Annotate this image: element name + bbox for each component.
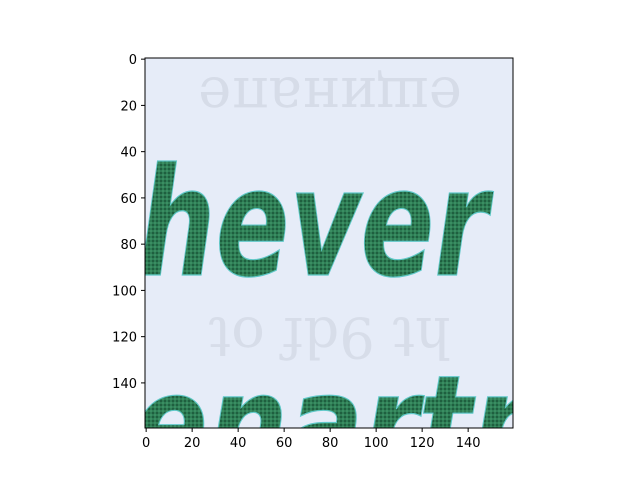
- x-tick-label: 120: [410, 436, 435, 451]
- image-word-bottom: enartn: [132, 347, 552, 480]
- x-tick-label: 100: [364, 436, 389, 451]
- image-word-hever: hever: [138, 137, 494, 311]
- x-tick-label: 60: [276, 436, 293, 451]
- x-tick-label: 140: [456, 436, 481, 451]
- y-tick-label: 80: [120, 238, 137, 253]
- y-tick-label: 60: [120, 192, 137, 207]
- y-axis: 0 20 40 60 80 100 120 140: [112, 53, 145, 392]
- x-tick-label: 0: [142, 436, 150, 451]
- bleed-through-text-top: ещинапе: [198, 64, 462, 129]
- plot-area: ещинапе ht 9df ot hever enartn: [132, 58, 552, 480]
- y-tick-label: 40: [120, 146, 137, 161]
- y-tick-label: 120: [112, 331, 137, 346]
- x-tick-label: 20: [184, 436, 201, 451]
- y-tick-label: 0: [129, 53, 137, 68]
- x-tick-label: 40: [230, 436, 247, 451]
- y-tick-label: 100: [112, 284, 137, 299]
- x-tick-label: 80: [322, 436, 339, 451]
- y-tick-label: 140: [112, 377, 137, 392]
- x-axis: 0 20 40 60 80 100 120 140: [142, 428, 481, 451]
- y-tick-label: 20: [120, 99, 137, 114]
